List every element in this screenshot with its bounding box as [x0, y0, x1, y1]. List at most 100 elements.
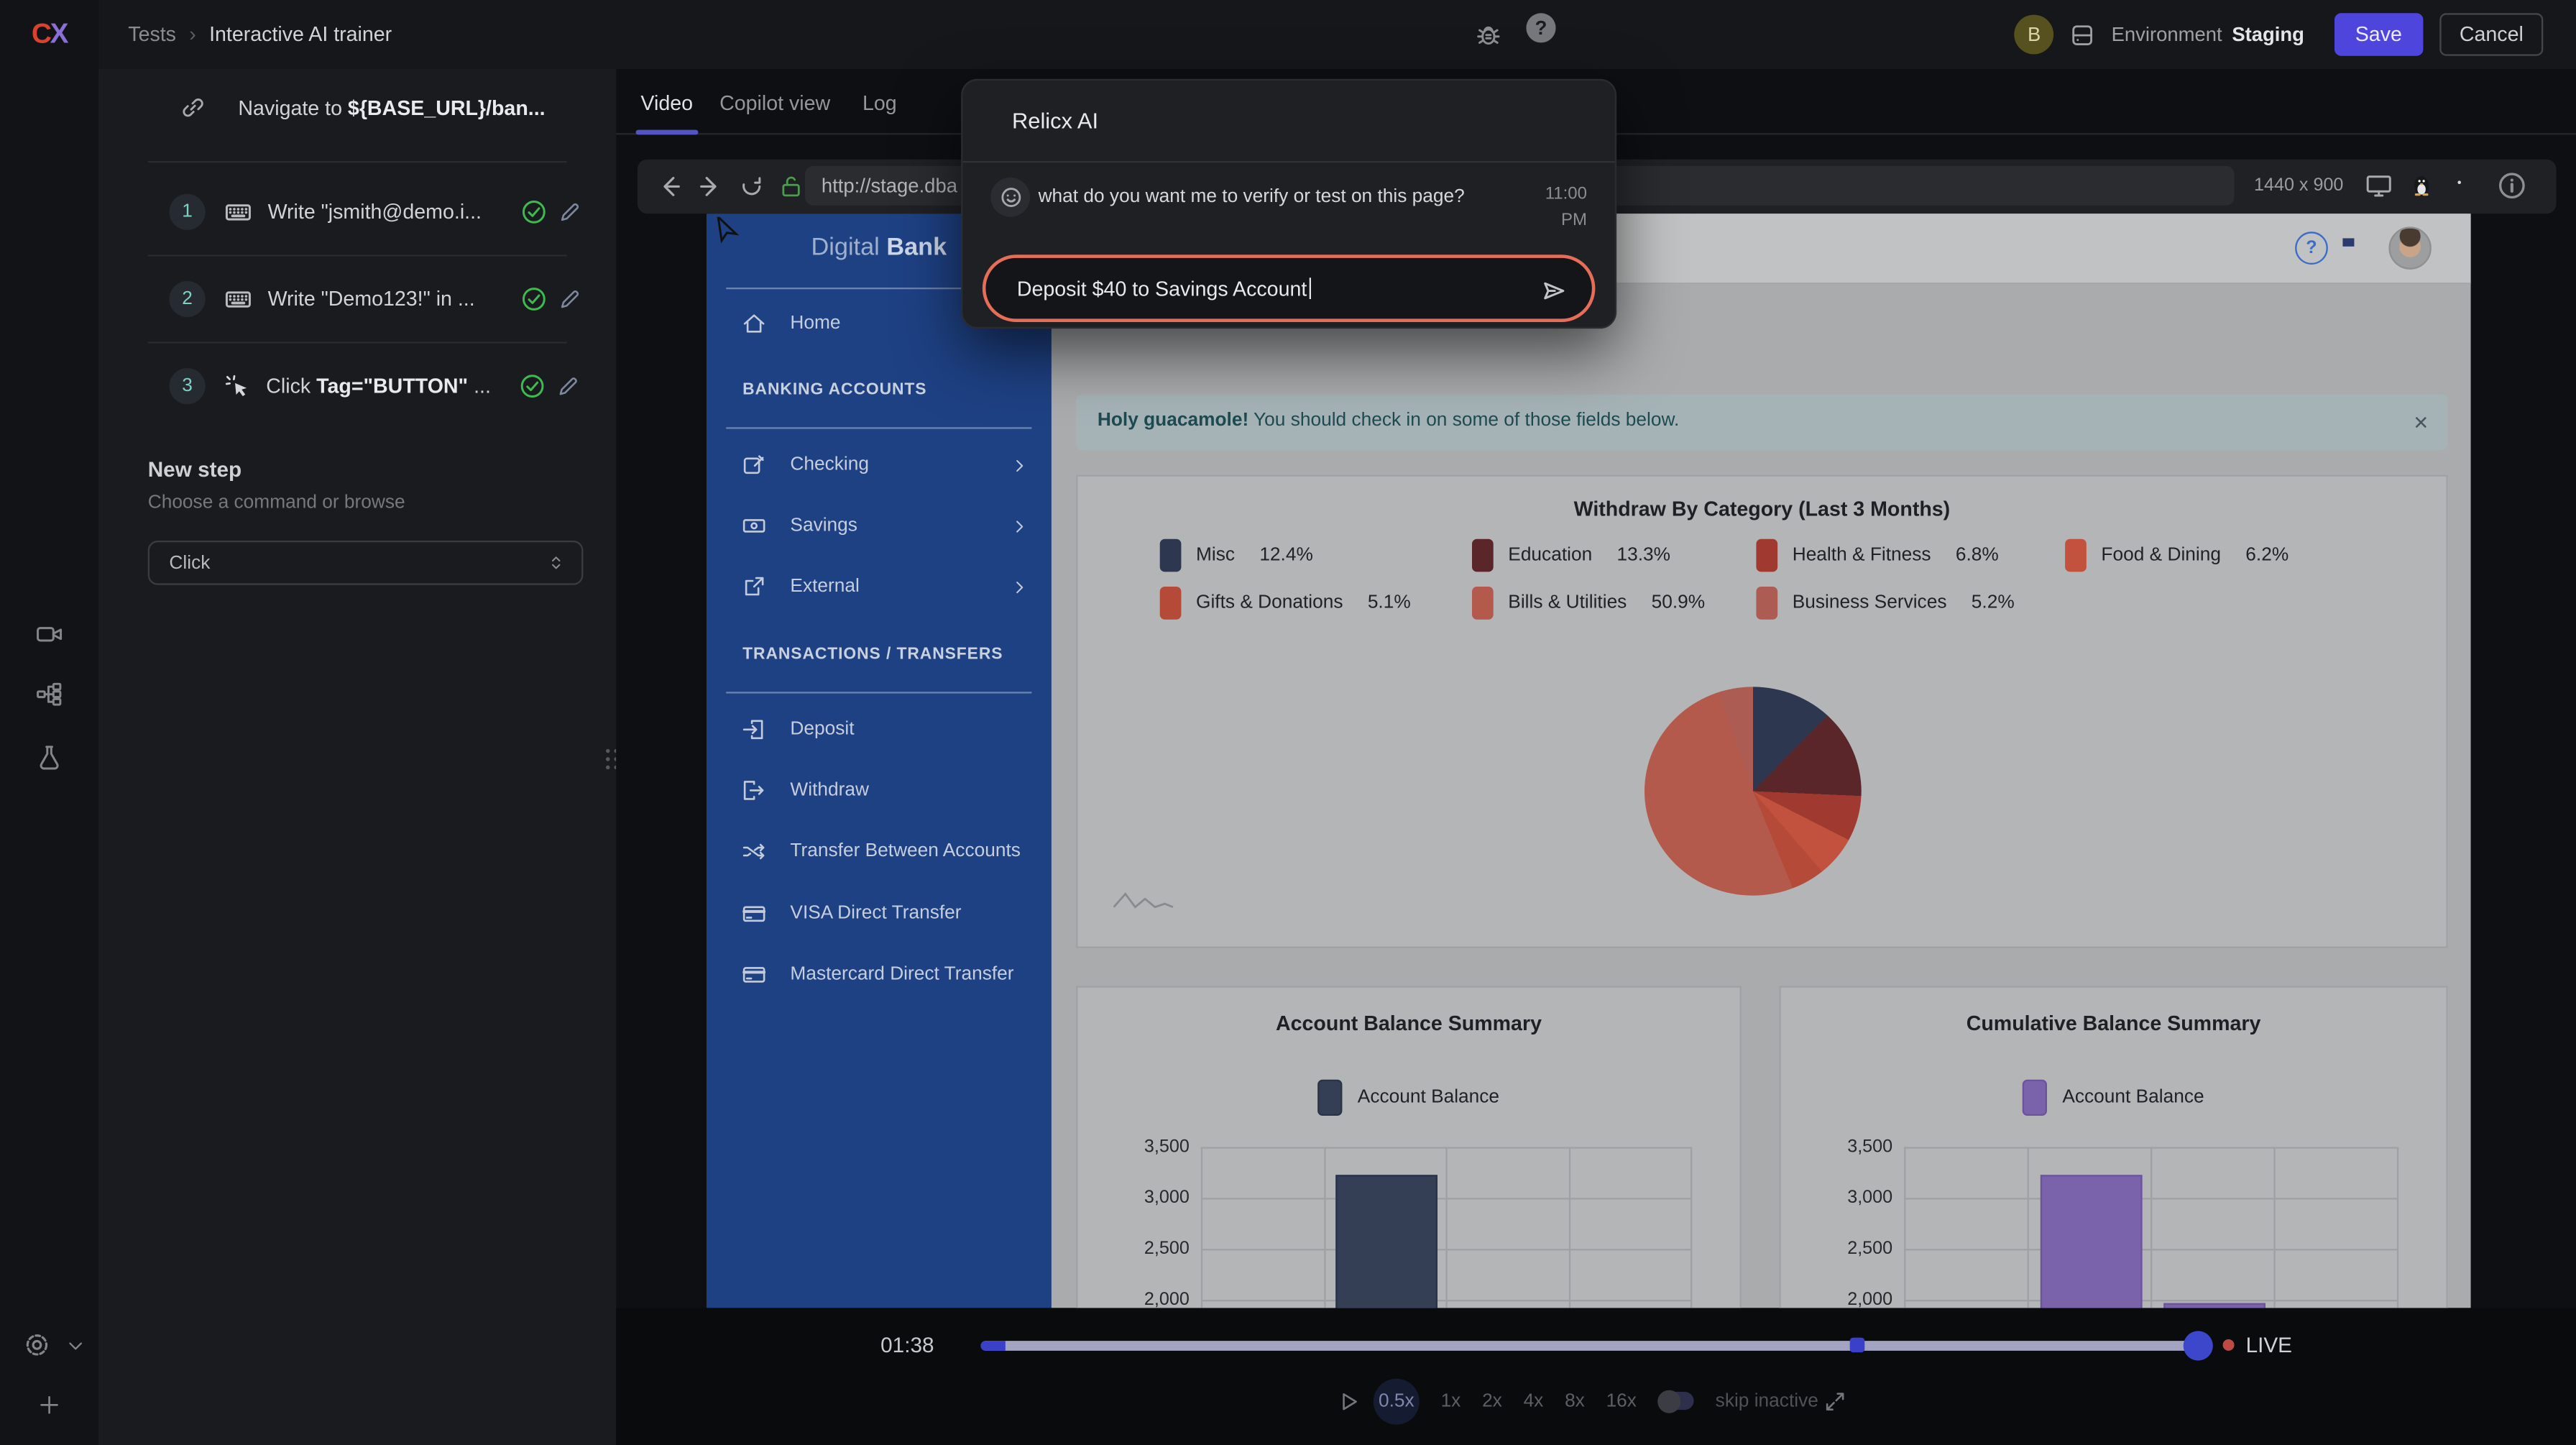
add-step-plus-icon[interactable]	[38, 1393, 61, 1416]
speed-option-4x[interactable]: 4x	[1524, 1391, 1544, 1410]
legend-label: Account Balance	[1358, 1088, 1499, 1107]
play-icon[interactable]	[1338, 1390, 1361, 1413]
top-bar-actions: B Environment Staging Save Cancel	[2015, 0, 2544, 69]
bar-chart-title: Cumulative Balance Summary	[1781, 1012, 2447, 1035]
tab-copilot-view[interactable]: Copilot view	[719, 92, 830, 115]
timeline-event-marker[interactable]	[1850, 1338, 1865, 1353]
new-step-subtitle: Choose a command or browse	[148, 493, 405, 513]
save-button[interactable]: Save	[2334, 13, 2424, 55]
environment-value[interactable]: Staging	[2232, 23, 2304, 46]
breadcrumb-separator-icon: ›	[189, 23, 196, 46]
tab-log[interactable]: Log	[862, 92, 897, 115]
legend-swatch	[1756, 587, 1777, 620]
browser-forward-icon[interactable]	[698, 174, 722, 198]
pie-legend-item[interactable]: Health & Fitness6.8%	[1756, 539, 2065, 572]
info-icon[interactable]	[2497, 171, 2526, 201]
help-icon[interactable]: ?	[1526, 13, 1555, 42]
bank-nav-item-visa-direct-transfer[interactable]: VISA Direct Transfer	[707, 896, 1052, 932]
browser-reload-icon[interactable]	[740, 174, 764, 198]
legend-label: Education	[1508, 546, 1592, 565]
bank-nav-item-checking[interactable]: Checking	[707, 447, 1052, 483]
skip-inactive-toggle[interactable]	[1658, 1392, 1694, 1410]
bar-account-balance[interactable]	[2040, 1175, 2142, 1308]
bank-nav-item-mastercard-direct-transfer[interactable]: Mastercard Direct Transfer	[707, 956, 1052, 992]
video-controls-bar: 01:38 LIVE 0.5x1x2x4x8x16xskip inactive	[616, 1307, 2576, 1445]
pie-legend-item[interactable]: Misc12.4%	[1160, 539, 1472, 572]
link-icon	[180, 96, 205, 120]
alert-banner: Holy guacamole! You should check in on s…	[1076, 395, 2448, 451]
settings-gear-icon[interactable]	[23, 1331, 51, 1359]
live-label[interactable]: LIVE	[2246, 1332, 2292, 1357]
bot-message: what do you want me to verify or test on…	[1039, 188, 1465, 207]
browser-back-icon[interactable]	[657, 174, 681, 198]
pie-legend-item[interactable]: Bills & Utilities50.9%	[1472, 587, 1756, 620]
bug-report-icon[interactable]	[1476, 22, 1502, 48]
step-row-2[interactable]: 2 Write "Demo123!" in ...	[169, 281, 581, 317]
fullscreen-expand-icon[interactable]	[1823, 1390, 1846, 1413]
speed-option-8x[interactable]: 8x	[1565, 1391, 1585, 1410]
flask-icon[interactable]	[36, 744, 63, 771]
edit-step-pencil-icon[interactable]	[558, 288, 581, 311]
bank-nav-item-savings[interactable]: Savings	[707, 508, 1052, 543]
left-icon-rail	[0, 69, 98, 1445]
bank-nav-item-deposit[interactable]: Deposit	[707, 712, 1052, 748]
pie-legend-item[interactable]: Business Services5.2%	[1756, 587, 2065, 620]
bank-user-avatar[interactable]	[2388, 226, 2431, 269]
bank-help-icon[interactable]: ?	[2295, 231, 2328, 265]
video-camera-icon[interactable]	[36, 621, 63, 648]
chevron-down-icon[interactable]	[65, 1336, 85, 1355]
credit-card-icon	[742, 963, 765, 986]
alert-close-icon[interactable]: ×	[2414, 410, 2428, 435]
app-logo[interactable]: CX	[0, 0, 98, 69]
cancel-button[interactable]: Cancel	[2439, 13, 2543, 55]
command-select[interactable]: Click	[148, 541, 584, 585]
chevron-right-icon	[1011, 456, 1029, 474]
chevron-right-icon	[1011, 577, 1029, 595]
legend-swatch	[2065, 539, 2087, 572]
pie-legend-item[interactable]: Food & Dining6.2%	[2065, 539, 2375, 572]
skip-inactive-label: skip inactive	[1716, 1391, 1818, 1410]
gridline	[1445, 1147, 1447, 1307]
send-icon[interactable]	[1541, 277, 1568, 304]
bank-nav-item-external[interactable]: External	[707, 569, 1052, 605]
user-avatar[interactable]: B	[2015, 15, 2054, 55]
step-row-3[interactable]: 3 Click Tag="BUTTON" ...	[169, 368, 579, 404]
edit-step-pencil-icon[interactable]	[557, 375, 580, 398]
pie-legend-item[interactable]: Education13.3%	[1472, 539, 1756, 572]
logo-letter-x: X	[50, 18, 68, 51]
bar-account-balance[interactable]	[1335, 1175, 1438, 1308]
speed-option-16x[interactable]: 16x	[1606, 1391, 1637, 1410]
pie-legend-item[interactable]: Gifts & Donations5.1%	[1160, 587, 1472, 620]
legend-percent: 12.4%	[1259, 546, 1313, 565]
app-window: CX Tests › Interactive AI trainer ? B En…	[0, 0, 2576, 1445]
bank-nav-label: Withdraw	[790, 781, 869, 800]
divider	[148, 161, 567, 162]
command-select-value: Click	[169, 553, 210, 572]
legend-percent: 6.2%	[2245, 546, 2288, 565]
edit-step-pencil-icon[interactable]	[558, 201, 581, 224]
step-number-badge: 1	[169, 194, 205, 230]
video-frame[interactable]: Digital Bank HomeBANKING ACCOUNTSCheckin…	[707, 214, 2471, 1307]
monitor-icon[interactable]	[2365, 173, 2392, 199]
ai-prompt-input[interactable]: Deposit $40 to Savings Account	[983, 254, 1596, 322]
timeline-scrubber[interactable]	[981, 1340, 2210, 1350]
select-chevrons-icon	[547, 552, 565, 574]
sitemap-icon[interactable]	[36, 682, 63, 709]
navigate-step[interactable]: Navigate to ${BASE_URL}/ban...	[180, 96, 545, 120]
legend-label: Business Services	[1793, 593, 1947, 613]
pie-chart[interactable]	[1644, 687, 1862, 895]
timeline-playhead[interactable]	[2184, 1330, 2213, 1359]
speed-option-0.5x[interactable]: 0.5x	[1374, 1378, 1420, 1424]
text-caret	[1309, 277, 1311, 298]
y-axis-tick-label: 3,000	[1077, 1188, 1189, 1208]
breadcrumb-tests-link[interactable]: Tests	[128, 23, 176, 46]
bank-nav-item-withdraw[interactable]: Withdraw	[707, 772, 1052, 808]
tab-video[interactable]: Video	[640, 92, 693, 115]
bank-nav-item-transfer-between-accounts[interactable]: Transfer Between Accounts	[707, 833, 1052, 869]
speed-option-2x[interactable]: 2x	[1482, 1391, 1502, 1410]
gridline	[2150, 1147, 2152, 1307]
dialog-title: Relicx AI	[1012, 109, 1098, 133]
speed-option-1x[interactable]: 1x	[1441, 1391, 1461, 1410]
step-row-1[interactable]: 1 Write "jsmith@demo.i...	[169, 194, 581, 230]
divider	[962, 161, 1614, 162]
